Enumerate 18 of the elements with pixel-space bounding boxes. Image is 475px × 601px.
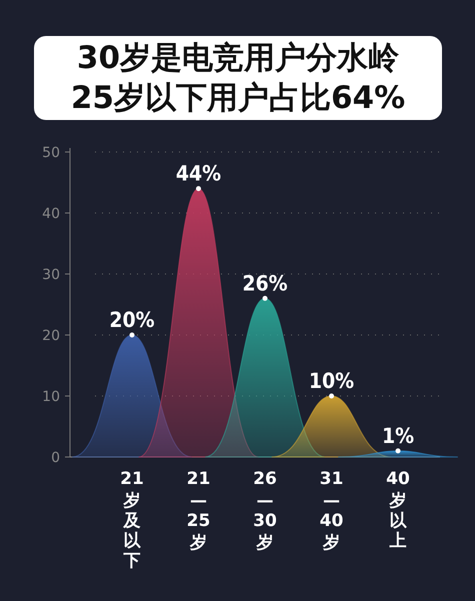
x-tick-label: 26—30岁 bbox=[253, 469, 277, 553]
y-tick-label: 50 bbox=[42, 145, 60, 161]
chart-subtitle: 25岁以下用户占比64% bbox=[70, 79, 406, 118]
y-tick-label: 40 bbox=[42, 206, 60, 222]
data-label: 26% bbox=[242, 271, 288, 296]
x-tick-label: 40岁以上 bbox=[386, 469, 410, 551]
x-tick-label: 21—25岁 bbox=[186, 469, 210, 553]
data-label: 1% bbox=[382, 424, 414, 448]
x-tick-label: 31—40岁 bbox=[320, 469, 344, 553]
chart-title: 30岁是电竞用户分水岭 bbox=[76, 39, 400, 78]
y-tick-label: 10 bbox=[42, 389, 60, 405]
x-tick-label: 21岁及以下 bbox=[120, 469, 144, 571]
y-tick-label: 0 bbox=[51, 450, 60, 466]
data-label: 10% bbox=[308, 369, 354, 393]
data-label: 20% bbox=[109, 308, 155, 332]
y-tick-label: 30 bbox=[42, 267, 60, 283]
data-label: 44% bbox=[176, 162, 222, 186]
y-tick-label: 20 bbox=[42, 328, 60, 344]
